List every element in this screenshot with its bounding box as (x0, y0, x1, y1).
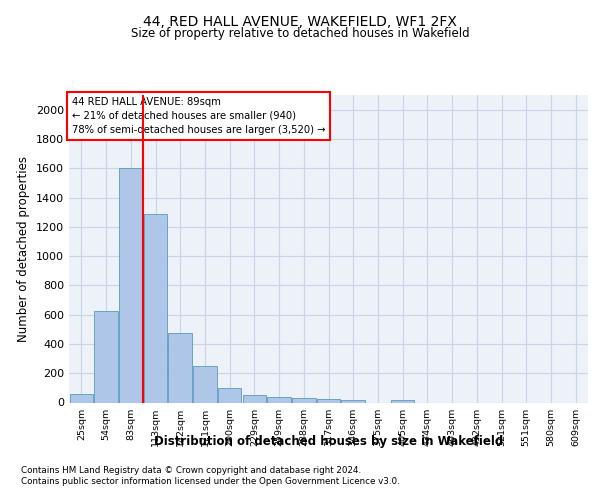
Bar (94, 311, 118, 402)
Text: Contains public sector information licensed under the Open Government Licence v3: Contains public sector information licen… (21, 478, 400, 486)
Bar (242, 395, 266, 402)
Bar (391, 400, 415, 402)
Text: Contains HM Land Registry data © Crown copyright and database right 2024.: Contains HM Land Registry data © Crown c… (21, 466, 361, 475)
Bar (317, 400, 340, 402)
Bar (268, 397, 291, 402)
Text: 44 RED HALL AVENUE: 89sqm
← 21% of detached houses are smaller (940)
78% of semi: 44 RED HALL AVENUE: 89sqm ← 21% of detac… (71, 96, 325, 134)
Text: Size of property relative to detached houses in Wakefield: Size of property relative to detached ho… (131, 28, 469, 40)
Y-axis label: Number of detached properties: Number of detached properties (17, 156, 31, 342)
Bar (341, 400, 365, 402)
Bar (218, 388, 241, 402)
Text: 44, RED HALL AVENUE, WAKEFIELD, WF1 2FX: 44, RED HALL AVENUE, WAKEFIELD, WF1 2FX (143, 15, 457, 29)
Bar (292, 398, 316, 402)
Bar (70, 394, 93, 402)
Bar (193, 366, 217, 403)
Text: Distribution of detached houses by size in Wakefield: Distribution of detached houses by size … (154, 435, 503, 448)
Bar (169, 333, 192, 402)
Bar (144, 214, 167, 402)
Bar (119, 168, 143, 402)
